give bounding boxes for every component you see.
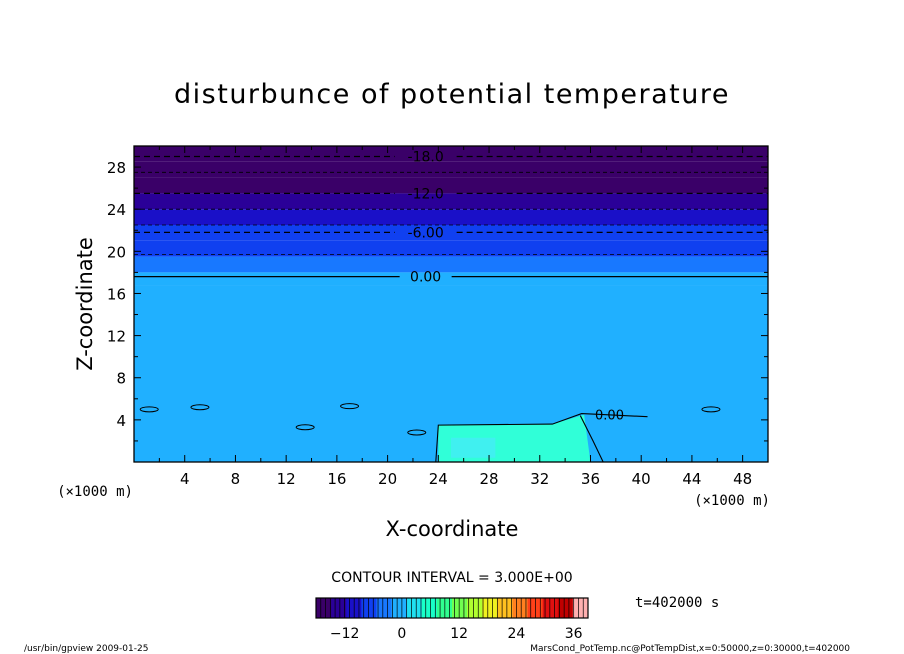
y-tick-label: 8 bbox=[116, 370, 126, 388]
x-tick-label: 40 bbox=[632, 470, 651, 488]
x-unit-label-right: (×1000 m) bbox=[694, 493, 770, 509]
x-tick-label: 36 bbox=[581, 470, 600, 488]
x-unit-label: (×1000 m) bbox=[57, 484, 133, 500]
colorbar-frame bbox=[315, 597, 589, 619]
field-layer bbox=[134, 177, 768, 194]
colorbar-swatch bbox=[557, 598, 574, 618]
contour-label: -18.0 bbox=[408, 150, 444, 166]
x-tick-label: 8 bbox=[231, 470, 241, 488]
footer-left: /usr/bin/gpview 2009-01-25 bbox=[24, 644, 148, 654]
field-layer bbox=[134, 225, 768, 241]
plot-field bbox=[134, 146, 768, 462]
contour-blob bbox=[340, 403, 360, 410]
contour-blob bbox=[407, 429, 427, 436]
contour-label: 0.00 bbox=[595, 409, 624, 424]
colorbar-tick-label: 12 bbox=[450, 626, 468, 642]
x-tick-label: 48 bbox=[733, 470, 752, 488]
colorbar: −12 0 12 24 36 bbox=[315, 597, 589, 642]
x-tick-label: 28 bbox=[479, 470, 498, 488]
contour-blob bbox=[701, 406, 721, 413]
colorbar-swatch bbox=[467, 598, 483, 618]
field-layer bbox=[134, 193, 768, 210]
plot-frame bbox=[133, 145, 769, 463]
x-tick-label: 12 bbox=[277, 470, 296, 488]
colorbar-swatch bbox=[376, 598, 393, 618]
field-layer bbox=[134, 272, 768, 286]
colorbar-swatch bbox=[391, 598, 408, 618]
field-layer bbox=[134, 209, 768, 225]
contour-blob bbox=[190, 404, 210, 411]
colorbar-tick-label: 36 bbox=[565, 626, 583, 642]
chart-title: disturbunce of potential temperature bbox=[174, 79, 730, 110]
field-layer bbox=[134, 240, 768, 257]
x-tick-label: 16 bbox=[327, 470, 346, 488]
x-tick-label: 44 bbox=[682, 470, 701, 488]
x-tick-label: 4 bbox=[180, 470, 190, 488]
contour-label: 0.00 bbox=[410, 270, 441, 286]
y-tick-label: 20 bbox=[107, 243, 126, 261]
contour-lines: -18.0 -12.0 -6.00 0.00 0.00 bbox=[134, 150, 768, 463]
colorbar-swatch bbox=[406, 598, 423, 618]
contour-line-cold-pool bbox=[435, 412, 648, 463]
x-tick-label: 24 bbox=[429, 470, 448, 488]
y-tick-label: 24 bbox=[107, 201, 126, 219]
contour-interval-text: CONTOUR INTERVAL = 3.000E+00 bbox=[331, 570, 572, 586]
time-text: t=402000 s bbox=[635, 595, 719, 611]
contour-label: -6.00 bbox=[408, 225, 444, 241]
colorbar-swatch bbox=[482, 598, 498, 618]
y-tick-label: 4 bbox=[116, 412, 126, 430]
x-tick-label: 32 bbox=[530, 470, 549, 488]
field-layer bbox=[134, 256, 768, 273]
contour-line-cold-pool bbox=[579, 415, 604, 463]
y-tick-label: 12 bbox=[107, 328, 126, 346]
x-axis-label: X-coordinate bbox=[386, 517, 519, 541]
y-tick-label: 16 bbox=[107, 285, 126, 303]
contour-blob bbox=[139, 406, 159, 413]
colorbar-tick-label: 0 bbox=[397, 626, 406, 642]
colorbar-swatch bbox=[497, 598, 513, 618]
field-layer bbox=[134, 161, 768, 178]
colorbar-swatch bbox=[572, 598, 589, 618]
x-tick-label: 20 bbox=[378, 470, 397, 488]
footer-right: MarsCond_PotTemp.nc@PotTempDist,x=0:5000… bbox=[530, 644, 850, 654]
field-layer bbox=[134, 146, 768, 162]
cold-pool-core bbox=[451, 437, 496, 458]
colorbar-swatch bbox=[316, 598, 332, 618]
colorbar-tick-label: −12 bbox=[330, 626, 360, 642]
contour-label: -12.0 bbox=[408, 186, 444, 202]
y-axis-label: Z-coordinate bbox=[73, 237, 97, 371]
colorbar-tick-label: 24 bbox=[508, 626, 526, 642]
y-tick-label: 28 bbox=[107, 159, 126, 177]
contour-blob bbox=[295, 424, 315, 431]
